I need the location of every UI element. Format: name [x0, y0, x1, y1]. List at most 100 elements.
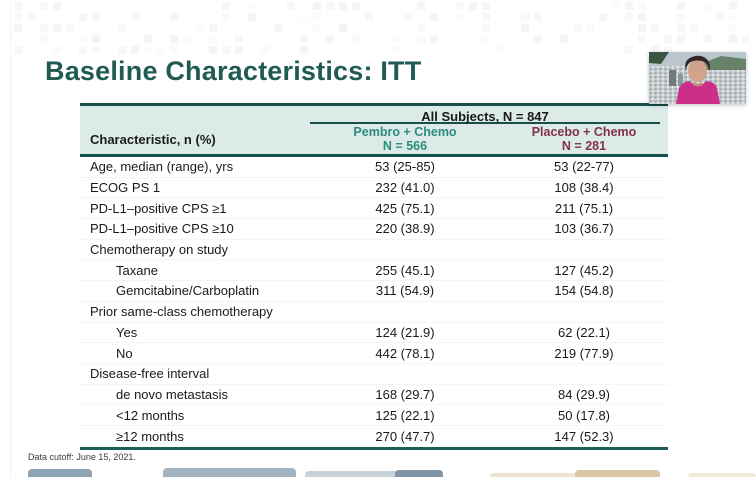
mosaic-square — [430, 13, 438, 21]
mosaic-square — [365, 13, 373, 21]
mosaic-square — [53, 2, 61, 10]
placebo-value: 108 (38.4) — [554, 180, 614, 196]
mosaic-square — [651, 24, 659, 32]
baseline-characteristics-table: All Subjects, N = 847 Characteristic, n … — [80, 103, 668, 450]
row-label: ECOG PS 1 — [90, 180, 161, 196]
table-row: de novo metastasis 168 (29.7) 84 (29.9) — [80, 385, 668, 406]
row-label: Prior same-class chemotherapy — [90, 304, 273, 320]
placebo-value: 50 (17.8) — [557, 407, 611, 423]
row-label: Taxane — [116, 262, 158, 278]
mosaic-square — [560, 35, 568, 43]
mosaic-square — [534, 13, 542, 21]
slide-title: Baseline Characteristics: ITT — [45, 56, 422, 86]
mosaic-square — [430, 35, 438, 43]
mosaic-square — [404, 13, 412, 21]
row-label: Chemotherapy on study — [90, 242, 229, 258]
pembro-value: 125 (22.1) — [375, 407, 435, 423]
table-row: Disease-free interval — [80, 364, 668, 385]
row-label: Age, median (range), yrs — [90, 159, 234, 175]
table-row: No 442 (78.1) 219 (77.9) — [80, 343, 668, 364]
placebo-value: 211 (75.1) — [554, 200, 614, 216]
mosaic-square — [79, 46, 87, 54]
mosaic-square — [300, 13, 308, 21]
placebo-value: 154 (54.8) — [554, 283, 614, 299]
mosaic-square — [79, 13, 87, 21]
mosaic-square — [729, 2, 737, 10]
presenter-face — [688, 60, 707, 82]
mosaic-square — [677, 13, 685, 21]
hills — [701, 56, 746, 70]
table-row: ECOG PS 1 232 (41.0) 108 (38.4) — [80, 178, 668, 199]
mosaic-square — [625, 46, 633, 54]
mosaic-square — [209, 35, 217, 43]
table-row: ≥12 months 270 (47.7) 147 (52.3) — [80, 426, 668, 447]
thumbnail-shape — [305, 471, 401, 477]
mosaic-square — [417, 35, 425, 43]
mosaic-square — [313, 13, 321, 21]
mosaic-square — [482, 13, 490, 21]
decorative-mosaic-pattern — [0, 0, 756, 56]
row-label: No — [116, 345, 133, 361]
mosaic-square — [209, 46, 217, 54]
pembro-column-name: Pembro + Chemo — [353, 125, 457, 139]
column-header-placebo-chemo: Placebo + Chemo N = 281 — [500, 125, 668, 153]
presenter-neck — [693, 82, 702, 87]
mosaic-square — [352, 2, 360, 10]
presenter-webcam-video[interactable] — [649, 52, 746, 104]
thumbnail-shape — [688, 473, 756, 477]
mosaic-square — [391, 46, 399, 54]
mosaic-square — [79, 35, 87, 43]
mosaic-square — [170, 13, 178, 21]
mosaic-square — [66, 24, 74, 32]
mosaic-square — [40, 35, 48, 43]
mosaic-square — [92, 13, 100, 21]
mosaic-square — [742, 35, 750, 43]
table-row: Chemotherapy on study — [80, 240, 668, 261]
mosaic-square — [391, 35, 399, 43]
placebo-value: 53 (22-77) — [554, 159, 614, 175]
mosaic-square — [196, 24, 204, 32]
pembro-value: 220 (38.9) — [375, 221, 435, 237]
mosaic-square — [482, 35, 490, 43]
mosaic-square — [456, 13, 464, 21]
mosaic-square — [27, 13, 35, 21]
pembro-value: 232 (41.0) — [375, 180, 435, 196]
mosaic-square — [235, 35, 243, 43]
mosaic-square — [144, 35, 152, 43]
mosaic-square — [261, 46, 269, 54]
placebo-value: 62 (22.1) — [557, 324, 611, 340]
row-label: Yes — [116, 324, 138, 340]
mosaic-square — [638, 2, 646, 10]
mosaic-square — [339, 24, 347, 32]
mosaic-square — [638, 13, 646, 21]
mosaic-square — [677, 2, 685, 10]
presenter-hair — [685, 55, 710, 71]
placebo-value: 219 (77.9) — [554, 345, 614, 361]
mosaic-square — [703, 35, 711, 43]
mosaic-square — [287, 2, 295, 10]
mosaic-square — [222, 2, 230, 10]
mosaic-square — [729, 35, 737, 43]
high-rise — [678, 74, 683, 86]
mosaic-square — [40, 2, 48, 10]
group-header-all-subjects: All Subjects, N = 847 — [310, 106, 660, 124]
mosaic-square — [53, 46, 61, 54]
mosaic-square — [690, 24, 698, 32]
row-label: <12 months — [116, 407, 185, 423]
mosaic-square — [131, 46, 139, 54]
pembro-value: 311 (54.9) — [375, 283, 435, 299]
placebo-value: 84 (29.9) — [557, 386, 611, 402]
row-label: PD-L1–positive CPS ≥10 — [90, 221, 234, 237]
placebo-column-name: Placebo + Chemo — [531, 125, 637, 139]
pembro-value: 53 (25-85) — [375, 159, 435, 175]
thumbnail-shape — [395, 470, 443, 477]
mosaic-square — [144, 46, 152, 54]
pembro-value: 442 (78.1) — [375, 345, 435, 361]
mosaic-square — [248, 13, 256, 21]
table-row: Yes 124 (21.9) 62 (22.1) — [80, 323, 668, 344]
mosaic-square — [625, 2, 633, 10]
mosaic-square — [326, 2, 334, 10]
pembro-value: 425 (75.1) — [375, 200, 435, 216]
high-rise — [669, 70, 676, 86]
